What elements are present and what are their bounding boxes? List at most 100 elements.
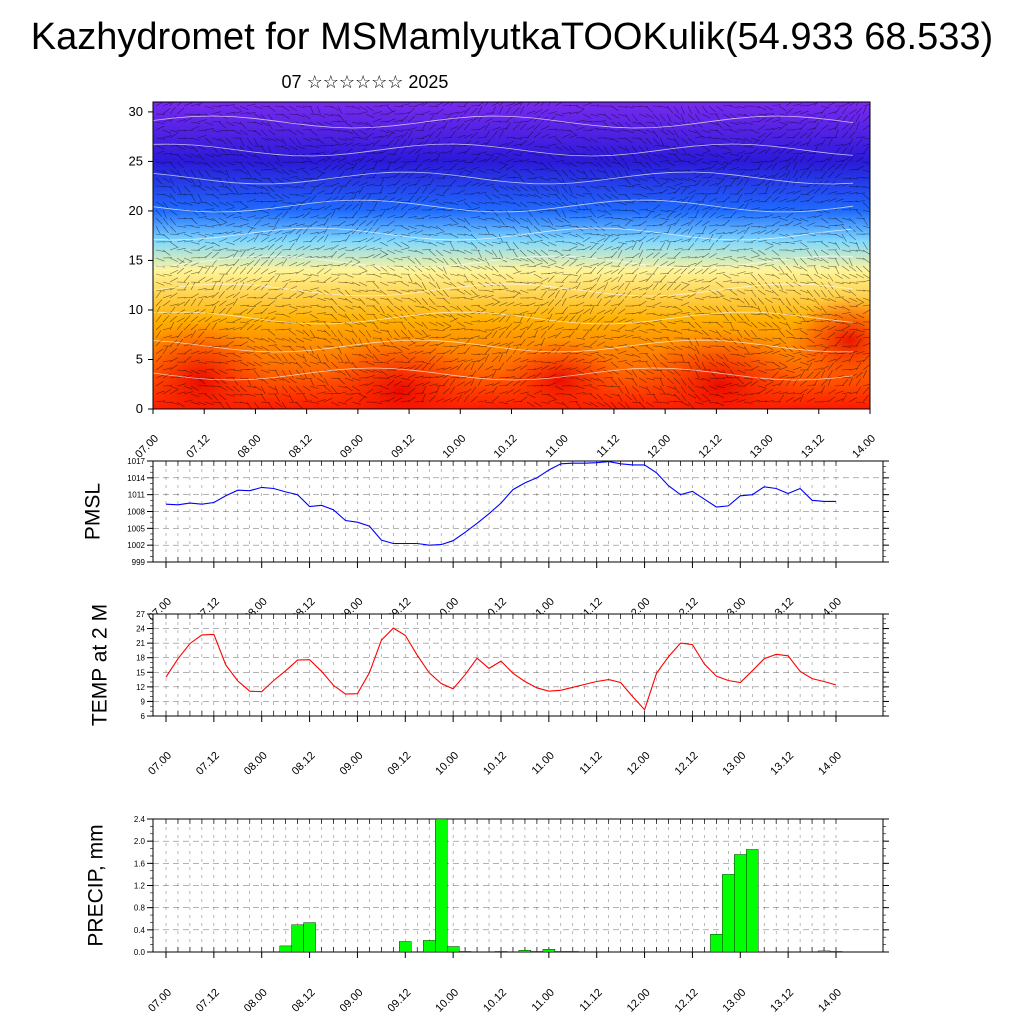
wind-barb xyxy=(267,137,277,142)
wind-barb xyxy=(477,151,487,155)
wind-barb xyxy=(757,117,767,123)
wind-barb xyxy=(400,329,408,337)
wind-barb xyxy=(757,124,766,131)
wind-barb xyxy=(386,352,396,355)
wind-barb xyxy=(232,344,242,347)
wind-barb xyxy=(155,150,165,155)
wind-barb xyxy=(218,307,226,315)
precip-bar xyxy=(817,950,831,953)
wind-barb xyxy=(274,145,284,148)
wind-barb xyxy=(344,249,354,251)
wind-barb xyxy=(820,385,825,395)
wind-barb xyxy=(722,382,732,387)
wind-barb xyxy=(505,106,512,115)
wind-barb xyxy=(337,329,344,338)
wind-barb xyxy=(428,198,438,203)
wind-barb xyxy=(589,393,598,400)
wind-barb xyxy=(743,226,750,235)
wind-barb xyxy=(785,148,794,155)
wind-barb xyxy=(813,359,823,363)
wind-barb xyxy=(302,207,312,211)
wind-barb xyxy=(792,248,802,251)
wind-barb xyxy=(617,393,623,402)
wind-barb xyxy=(617,225,627,230)
wind-barb xyxy=(624,361,634,367)
wind-barb xyxy=(792,321,802,325)
wind-barb xyxy=(400,131,409,139)
wind-barb xyxy=(512,335,522,339)
wind-barb xyxy=(589,263,599,267)
wind-barb xyxy=(484,156,493,163)
wind-barb xyxy=(645,337,654,343)
wind-barb xyxy=(722,361,730,369)
wind-barb xyxy=(330,224,340,227)
wind-barb xyxy=(358,321,367,328)
wind-barb xyxy=(218,328,228,331)
wind-barb xyxy=(666,105,673,114)
wind-barb xyxy=(190,225,200,229)
wind-barb xyxy=(862,304,870,307)
wind-barb xyxy=(799,154,806,163)
wind-barb xyxy=(785,321,792,330)
wind-barb xyxy=(792,141,802,147)
y-tick-label: 21 xyxy=(136,639,145,648)
wind-barb xyxy=(862,217,869,226)
wind-barb xyxy=(785,220,794,227)
wind-barb xyxy=(792,121,802,125)
wind-barb xyxy=(155,217,163,225)
wind-barb xyxy=(365,157,375,163)
wind-barb xyxy=(260,369,270,374)
y-tick-label: 2.0 xyxy=(134,837,146,846)
wind-barb xyxy=(862,257,870,264)
wind-barb xyxy=(295,185,305,189)
wind-barb xyxy=(792,222,802,227)
wind-barb xyxy=(316,345,325,352)
wind-barb xyxy=(323,353,329,362)
wind-barb xyxy=(421,173,430,179)
wind-barb xyxy=(624,260,633,267)
wind-barb xyxy=(470,177,480,181)
wind-barb xyxy=(589,233,599,236)
wind-barb xyxy=(281,401,287,409)
wind-barb xyxy=(421,305,431,311)
wind-barb xyxy=(652,177,660,185)
wind-barb xyxy=(841,131,849,139)
wind-barb xyxy=(281,304,291,307)
wind-barb xyxy=(561,367,571,371)
wind-barb xyxy=(498,342,508,347)
wind-barb xyxy=(554,209,561,218)
wind-barb xyxy=(568,330,575,339)
wind-barb xyxy=(169,233,180,235)
wind-barb xyxy=(813,313,823,317)
wind-barb xyxy=(645,284,654,291)
wind-barb xyxy=(673,105,680,114)
wind-barb xyxy=(687,305,696,312)
wind-barb xyxy=(190,217,198,225)
wind-barb xyxy=(575,301,585,307)
wind-barb xyxy=(421,183,431,187)
wind-barb xyxy=(533,102,541,107)
wind-barb xyxy=(701,206,711,211)
wind-barb xyxy=(176,102,183,107)
wind-barb xyxy=(575,262,585,267)
wind-barb xyxy=(204,233,214,237)
contour-line xyxy=(153,171,854,185)
wind-barb xyxy=(799,393,804,403)
wind-barb xyxy=(379,289,388,296)
wind-barb xyxy=(673,129,679,138)
wind-barb xyxy=(645,353,653,361)
wind-barb xyxy=(239,385,247,393)
wind-barb xyxy=(561,193,569,201)
wind-barb xyxy=(554,102,564,107)
wind-barb xyxy=(666,161,676,167)
wind-barb xyxy=(470,116,479,123)
wind-barb xyxy=(652,235,660,243)
wind-barb xyxy=(386,139,394,147)
y-axis-label: PRECIP, mm xyxy=(84,824,107,946)
wind-barb xyxy=(547,313,553,323)
wind-barb xyxy=(533,297,543,301)
wind-barb xyxy=(575,267,583,275)
wind-barb xyxy=(155,348,164,355)
wind-barb xyxy=(701,150,711,155)
wind-barb xyxy=(421,195,429,203)
